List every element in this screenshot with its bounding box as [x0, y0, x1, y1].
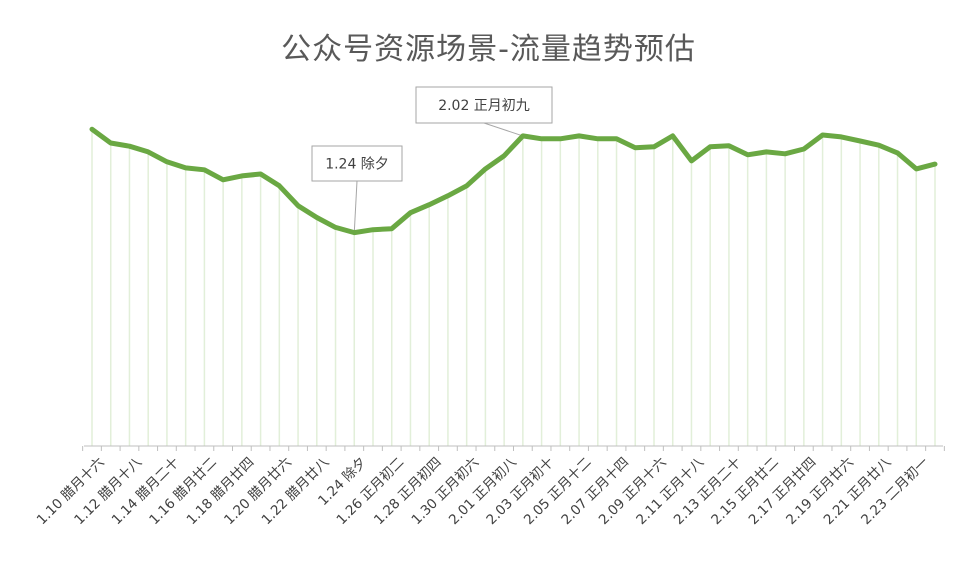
- callout-box: 1.24 除夕: [311, 145, 403, 182]
- callout-box: 2.02 正月初九: [415, 86, 553, 124]
- callout-label: 1.24 除夕: [325, 157, 389, 173]
- callout-frame: [415, 86, 553, 124]
- series-line: [89, 126, 938, 236]
- grid-lines: [91, 129, 936, 446]
- callout-leader-line: [483, 122, 524, 137]
- x-axis-ticks: [82, 446, 945, 451]
- callout-frame: [311, 145, 403, 182]
- callout-label: 2.02 正月初九: [438, 97, 530, 114]
- callout-leader-line: [353, 180, 358, 233]
- chart-title: 公众号资源场景-流量趋势预估: [281, 32, 696, 67]
- callouts: 1.24 除夕 2.02 正月初九: [311, 86, 553, 182]
- callout-leaders: [353, 122, 524, 233]
